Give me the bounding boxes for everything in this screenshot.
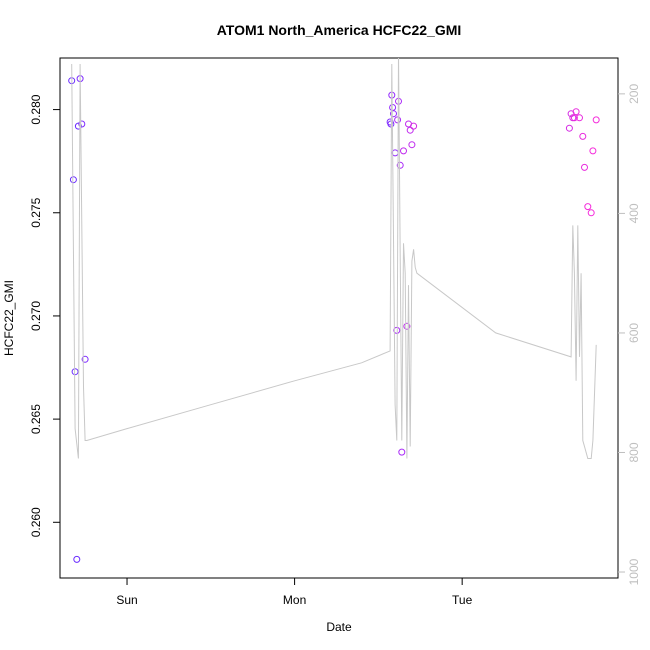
y2-tick-label: 400	[627, 203, 641, 223]
data-point	[400, 147, 407, 155]
data-point	[570, 114, 578, 122]
data-point	[390, 110, 397, 118]
x-axis-label: Date	[326, 620, 352, 634]
y-tick-label: 0.270	[29, 301, 43, 331]
x-tick-label: Sun	[116, 593, 137, 607]
y-tick-label: 0.265	[29, 404, 43, 434]
x-tick-label: Tue	[452, 593, 473, 607]
data-point	[396, 161, 404, 169]
data-point	[576, 114, 583, 122]
data-point	[589, 147, 597, 155]
data-point	[71, 368, 79, 376]
y-tick-label: 0.275	[29, 197, 43, 227]
data-point	[394, 116, 402, 124]
data-point	[565, 124, 573, 132]
plot-content	[68, 58, 600, 563]
y-axis-label: HCFC22_GMI	[2, 280, 16, 356]
x-tick-label: Mon	[283, 593, 306, 607]
y2-tick-label: 600	[627, 323, 641, 343]
data-point	[403, 322, 411, 330]
data-point	[408, 141, 416, 149]
data-point	[572, 108, 580, 116]
axes: Sun Mon Tue 0.260 0.265 0.270 0.275 0.280 200 400…	[29, 84, 641, 607]
data-point	[581, 163, 588, 171]
data-point	[69, 176, 77, 184]
data-point	[584, 203, 592, 211]
plot-frame	[59, 57, 619, 579]
data-point	[74, 122, 82, 130]
y2-tick-label: 1000	[627, 558, 641, 585]
chart-title: ATOM1 North_America HCFC22_GMI	[217, 22, 462, 38]
data-point	[73, 555, 81, 563]
data-point	[592, 116, 600, 124]
series-line-1	[71, 58, 597, 459]
data-point	[587, 209, 595, 217]
data-point	[398, 448, 406, 456]
y2-tick-label: 800	[627, 442, 641, 462]
data-point	[410, 122, 418, 130]
y-tick-label: 0.280	[29, 94, 43, 124]
data-point	[387, 120, 395, 128]
y2-tick-label: 200	[627, 84, 641, 104]
data-point	[81, 355, 89, 363]
data-point	[579, 132, 587, 140]
y-tick-label: 0.260	[29, 507, 43, 537]
plot-area	[68, 58, 600, 563]
data-point	[406, 126, 414, 134]
data-point	[78, 120, 86, 128]
